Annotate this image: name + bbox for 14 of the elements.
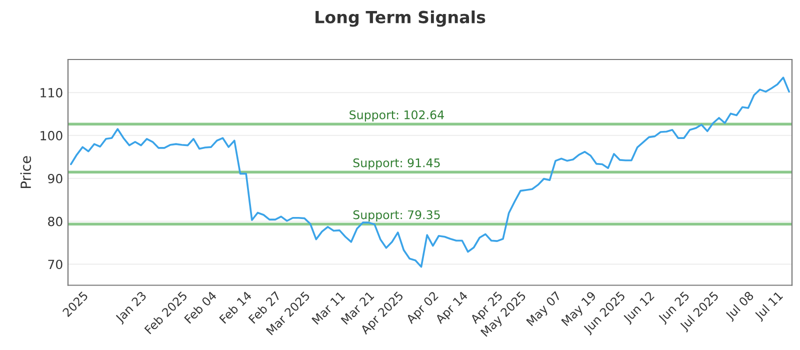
chart-title: Long Term Signals: [316, 10, 486, 27]
y-tick-label: 80: [48, 216, 62, 226]
ref-line-label: Support: 91.45: [353, 158, 440, 170]
line-series: [70, 76, 790, 268]
y-axis-title: Price: [20, 156, 32, 188]
y-tick-label: 100: [40, 130, 62, 140]
ref-line-label: Support: 102.64: [350, 110, 444, 122]
y-tick-label: 90: [48, 174, 62, 184]
x-tick-label: Jul 11: [754, 290, 785, 322]
y-tick-label: 70: [48, 260, 62, 270]
x-tick-label: Jul 08: [724, 290, 756, 322]
x-tick-label: Jan 23: [114, 290, 148, 325]
ref-line-label: Support: 79.35: [353, 210, 440, 222]
y-tick-label: 110: [40, 88, 62, 98]
